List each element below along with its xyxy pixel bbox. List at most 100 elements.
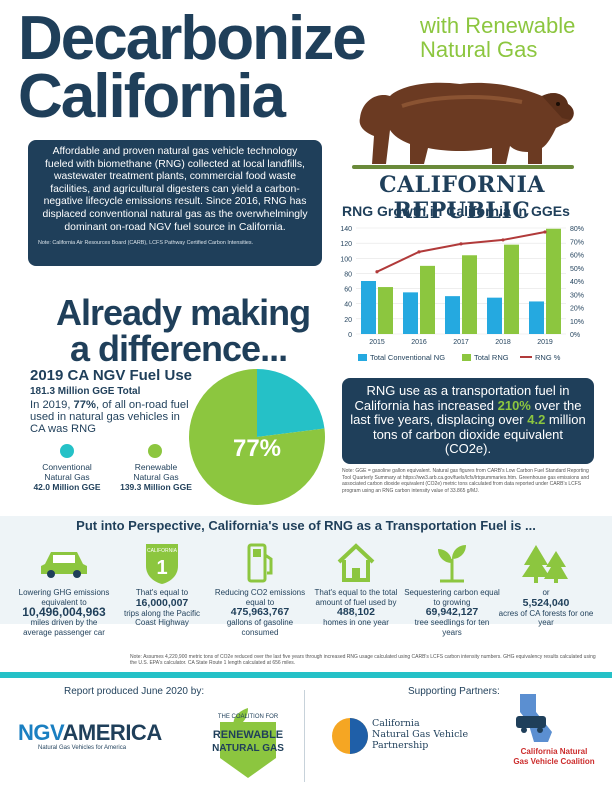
footer-divider [0, 672, 612, 678]
rng-box-part2: over the last five years, displacing ove… [350, 397, 582, 428]
chart-y-left-tick: 40 [344, 302, 352, 309]
house-icon [308, 540, 404, 584]
car-icon [16, 540, 112, 584]
cngvc-logo-icon [516, 694, 552, 742]
fuel-use-title: 2019 CA NGV Fuel Use [30, 367, 193, 384]
california-republic-text: CALIFORNIA REPUBLIC [379, 172, 545, 224]
fuel-use-description: In 2019, 77%, of all on-road fuel used i… [30, 399, 190, 435]
intro-note: Note: California Air Resources Board (CA… [38, 240, 254, 247]
rng-box-pct: 210% [497, 397, 531, 413]
homes-pre: That's equal to the total amount of fuel… [314, 588, 398, 607]
gasoline-post: gallons of gasoline consumed [226, 618, 294, 637]
forest-pre: or [542, 588, 550, 597]
chart-y-right-tick: 80% [570, 226, 584, 233]
chart-bar-conventional [361, 281, 376, 334]
conv-label-line2: Natural Gas [44, 472, 90, 482]
rng-legend: Renewable Natural Gas 139.3 Million GGE [108, 462, 204, 492]
seedlings-big: 69,942,127 [425, 606, 479, 618]
legend-label-rng: Total RNG [474, 353, 509, 362]
page-subtitle: with Renewable Natural Gas [420, 14, 575, 62]
rng-value: 139.3 Million GGE [120, 482, 192, 492]
chart-bar-rng [378, 287, 393, 334]
perspective-item-homes: That's equal to the total amount of fuel… [308, 540, 404, 628]
gas-pump-icon [212, 540, 308, 584]
ngv-logo-ngv: NGV [18, 720, 63, 745]
chart-y-left-tick: 80 [344, 271, 352, 278]
page-title-line1: Decarbonize [18, 4, 367, 73]
shield-num: 1 [156, 557, 167, 579]
coalition-rng-logo: THE COALITION FOR RENEWABLE NATURAL GAS [212, 708, 284, 778]
highway-big: 16,000,007 [135, 596, 189, 609]
rng-box-part1: RNG use as a transportation fuel in Cali… [354, 383, 570, 413]
perspective-item-highway: CALIFORNIA 1 That's equal to 16,000,007 t… [114, 540, 210, 628]
chart-point-rng-pct [543, 230, 547, 234]
conv-value: 42.0 Million GGE [33, 482, 101, 492]
forest-big: 5,524,040 [522, 596, 570, 609]
cng-line1: California Natural [520, 747, 588, 756]
conventional-legend: Conventional Natural Gas 42.0 Million GG… [22, 462, 112, 492]
cngvc-logo-text: California Natural Gas Vehicle Coalition [498, 747, 610, 766]
perspective-item-car: Lowering GHG emissions equivalent to 10,… [16, 540, 112, 637]
car-pre: Lowering GHG emissions equivalent to [18, 588, 110, 607]
intro-text: Affordable and proven natural gas vehicl… [42, 146, 308, 233]
rng-growth-chart: 0 20 40 60 80 100 120 140 0% 10% 20% 30% 40% 50% 60% 70… [340, 226, 584, 362]
homes-post: homes in one year [323, 618, 389, 627]
chart-x-tick: 2016 [411, 339, 427, 346]
footer-separator [304, 690, 305, 782]
rng-legend-dot [148, 444, 162, 458]
chart-bar-conventional [529, 301, 544, 334]
chart-y-left-tick: 0 [348, 332, 352, 339]
shield-top: CALIFORNIA [147, 548, 178, 554]
ngvamerica-tagline: Natural Gas Vehicles for America [38, 745, 127, 751]
chart-y-right-tick: 40% [570, 279, 584, 286]
chart-bar-conventional [445, 296, 460, 334]
ngvamerica-logo: NGVAMERICA [18, 720, 162, 746]
rng-box-part3: million tons of carbon dioxide equivalen… [372, 412, 586, 457]
seedling-icon [404, 540, 500, 584]
rng-box-tons: 4.2 [527, 412, 546, 428]
conventional-legend-dot [60, 444, 74, 458]
chart-y-left-tick: 100 [340, 256, 352, 263]
chart-y-right-tick: 60% [570, 253, 584, 260]
chart-x-tick: 2015 [369, 339, 385, 346]
chart-y-right-tick: 10% [570, 319, 584, 326]
fuel-share-pie: 77% [189, 369, 325, 505]
chart-x-tick: 2018 [495, 339, 511, 346]
rng-label-line1: Renewable [134, 462, 178, 472]
seedlings-post: tree seedlings for ten years [414, 618, 490, 637]
supporting-partners: Supporting Partners: [408, 686, 500, 697]
chart-bar-conventional [403, 292, 418, 334]
fuel-use-total: 181.3 Million GGE Total [30, 386, 141, 397]
fuel-desc-post: , of all on-road fuel used in natural ga… [30, 399, 189, 435]
chart-y-right-tick: 70% [570, 239, 584, 246]
pie-slice-conventional [257, 369, 325, 437]
intro-box: Affordable and proven natural gas vehicl… [28, 140, 322, 266]
homes-big: 488,102 [337, 606, 375, 618]
legend-swatch-rng [462, 354, 471, 361]
chart-point-rng-pct [501, 238, 505, 242]
highway-post: trips along the Pacific Coast Highway [123, 608, 201, 628]
forest-icon [498, 540, 594, 584]
highway-shield-icon: CALIFORNIA 1 [114, 540, 210, 584]
chart-title: RNG Growth in California in GGEs [342, 203, 570, 219]
difference-heading-line2: a difference... [70, 328, 288, 369]
chart-bar-rng [462, 255, 477, 334]
chart-y-left-tick: 120 [340, 241, 352, 248]
gasoline-pre: Reducing CO2 emissions equal to [214, 588, 306, 607]
cal-line1: California [372, 718, 420, 729]
perspective-item-seedlings: Sequestering carbon equal to growing 69,… [404, 540, 500, 637]
legend-label-conventional: Total Conventional NG [370, 353, 445, 362]
chart-y-right-tick: 30% [570, 292, 584, 299]
chart-y-right-tick: 50% [570, 266, 584, 273]
chart-y-left-tick: 140 [340, 226, 352, 233]
chart-point-rng-pct [375, 270, 379, 274]
coal-line2: NATURAL GAS [212, 743, 284, 754]
chart-bar-rng [504, 244, 519, 334]
cng-line2: Gas Vehicle Coalition [513, 756, 595, 766]
coal-top: THE COALITION FOR [218, 714, 279, 720]
cal-line2: Natural Gas Vehicle [372, 729, 469, 740]
subtitle-line1: with Renewable [420, 13, 576, 38]
fuel-desc-pct: 77% [73, 399, 96, 411]
legend-label-rng-pct: RNG % [535, 353, 561, 362]
perspective-item-forest: or 5,524,040 acres of CA forests for one… [498, 540, 594, 628]
